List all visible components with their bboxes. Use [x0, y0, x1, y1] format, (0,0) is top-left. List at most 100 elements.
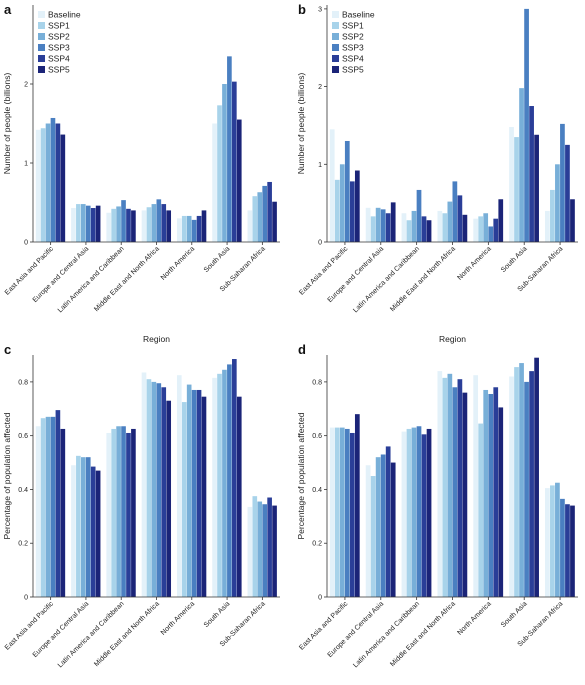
bar: [252, 496, 258, 597]
bar: [437, 371, 443, 597]
bar: [141, 210, 147, 242]
panel-letter: b: [298, 2, 306, 17]
y-tick-label: 0.8: [18, 379, 28, 386]
y-axis-title: Percentage of population affected: [2, 412, 12, 539]
bar: [156, 199, 162, 242]
legend-swatch: [38, 44, 45, 51]
bar: [95, 470, 101, 597]
bar: [411, 427, 417, 597]
bar: [131, 428, 136, 597]
bar: [212, 377, 217, 597]
legend-swatch: [332, 66, 339, 73]
bar: [478, 216, 484, 242]
bar: [344, 140, 350, 242]
bar: [85, 205, 91, 242]
bar: [406, 220, 412, 242]
bar: [45, 416, 51, 597]
legend-label: SSP3: [48, 43, 70, 53]
x-tick-label: South Asia: [203, 600, 232, 629]
bar: [196, 389, 202, 597]
y-tick-label: 0.8: [312, 379, 322, 386]
bar: [483, 213, 489, 242]
bar: [529, 106, 534, 243]
bar: [498, 199, 504, 242]
bar: [151, 381, 157, 597]
bar: [35, 426, 41, 597]
bar: [473, 375, 479, 597]
legend-label: SSP4: [342, 54, 364, 64]
bar: [232, 81, 237, 242]
bar: [329, 427, 335, 597]
bar: [267, 497, 272, 597]
bar: [344, 428, 350, 597]
legend-swatch: [38, 66, 45, 73]
bar: [55, 410, 61, 597]
bar: [106, 212, 112, 242]
bar: [141, 372, 147, 597]
bar: [222, 84, 227, 242]
y-tick-label: 0.4: [312, 487, 322, 494]
bar: [50, 416, 56, 597]
bar: [457, 195, 463, 242]
bar: [126, 432, 131, 597]
bar: [354, 170, 360, 242]
x-tick-label: North America: [456, 600, 492, 636]
bar: [181, 402, 187, 597]
bar: [176, 375, 182, 597]
bar: [534, 134, 539, 242]
legend-swatch: [332, 55, 339, 62]
bar: [161, 387, 167, 597]
x-tick-label: Middle East and North Africa: [93, 600, 161, 668]
bar: [524, 8, 529, 243]
x-tick-label: South Asia: [203, 245, 232, 274]
bar: [370, 476, 376, 597]
legend-swatch: [38, 55, 45, 62]
bar: [488, 226, 494, 242]
bar: [257, 501, 263, 597]
bar: [560, 498, 565, 597]
legend-swatch: [332, 44, 339, 51]
bar: [493, 387, 499, 597]
bar: [411, 210, 417, 242]
bar: [262, 185, 267, 242]
bar: [447, 201, 453, 242]
bar: [447, 373, 453, 597]
bar: [457, 379, 463, 597]
legend-label: SSP5: [48, 65, 70, 75]
bar: [161, 204, 167, 242]
bar: [534, 357, 539, 597]
x-tick-label: South Asia: [500, 245, 529, 274]
bar: [212, 123, 217, 242]
x-tick-label: South Asia: [500, 600, 529, 629]
bar: [247, 506, 253, 597]
bar: [555, 164, 560, 242]
bar: [60, 428, 66, 597]
y-tick-label: 0.2: [18, 541, 28, 548]
bar: [550, 189, 555, 242]
bar: [176, 218, 182, 242]
bar: [257, 192, 263, 242]
bar: [550, 485, 555, 597]
bar: [236, 396, 242, 597]
bar: [560, 123, 565, 242]
y-tick-label: 0.4: [18, 487, 28, 494]
y-axis-title: Percentage of population affected: [296, 412, 306, 539]
y-tick-label: 1: [24, 161, 28, 168]
panel-letter: a: [4, 2, 12, 17]
legend-swatch: [38, 22, 45, 29]
bar: [236, 119, 242, 242]
y-axis-title: Number of people (billions): [2, 73, 12, 175]
bar: [462, 392, 468, 597]
bar: [570, 199, 575, 242]
bar: [452, 181, 458, 242]
x-axis-title: Region: [439, 334, 466, 344]
bar: [519, 363, 524, 597]
bar: [514, 137, 519, 242]
bar: [267, 181, 272, 242]
